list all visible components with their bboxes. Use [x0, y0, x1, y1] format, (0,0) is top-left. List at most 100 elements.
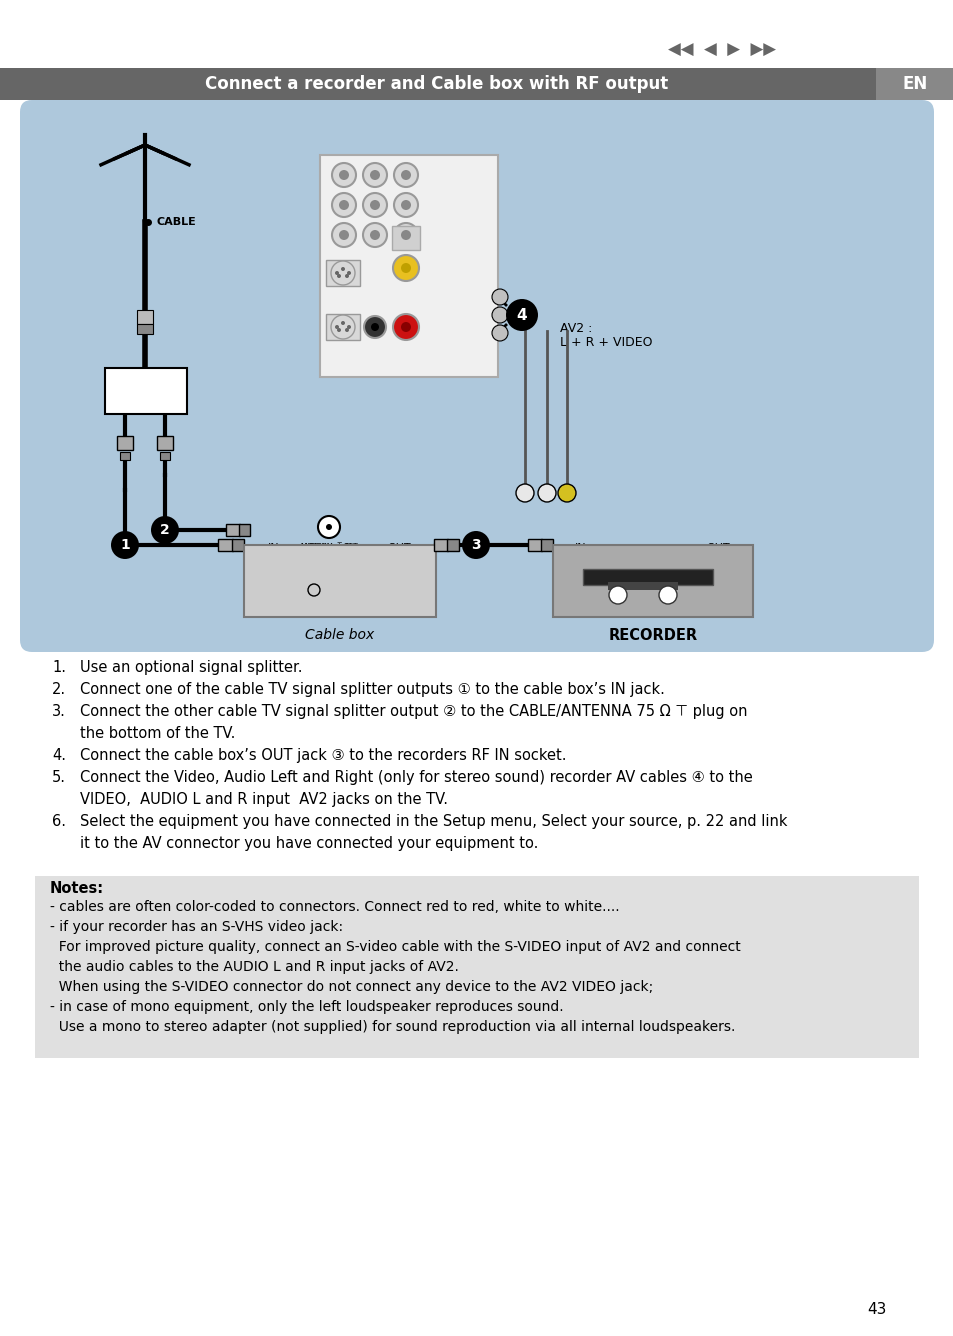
Circle shape — [370, 170, 379, 180]
Bar — [218, 538, 233, 550]
Bar — [447, 538, 458, 550]
Circle shape — [394, 192, 417, 216]
Text: 1.: 1. — [52, 660, 66, 675]
Circle shape — [400, 263, 411, 273]
Text: - in case of mono equipment, only the left loudspeaker reproduces sound.: - in case of mono equipment, only the le… — [50, 1001, 563, 1014]
Circle shape — [363, 192, 387, 216]
Text: AV 3: AV 3 — [371, 251, 388, 259]
Text: Connect the cable box’s OUT jack ③ to the recorders RF IN socket.: Connect the cable box’s OUT jack ③ to th… — [80, 748, 566, 763]
Circle shape — [394, 223, 417, 247]
Circle shape — [394, 163, 417, 187]
Circle shape — [492, 307, 507, 323]
Text: AV1: AV1 — [324, 286, 338, 294]
Bar — [137, 325, 152, 334]
Text: L + R + VIDEO: L + R + VIDEO — [559, 337, 652, 350]
Circle shape — [461, 530, 490, 558]
Circle shape — [363, 163, 387, 187]
Text: VIDEO: VIDEO — [356, 257, 378, 263]
Text: IN: IN — [575, 542, 586, 553]
Circle shape — [608, 587, 626, 604]
Text: Cable box: Cable box — [305, 628, 375, 643]
Text: OUT: OUT — [387, 542, 411, 553]
Circle shape — [317, 516, 339, 538]
Circle shape — [492, 289, 507, 305]
Text: - if your recorder has an S-VHS video jack:: - if your recorder has an S-VHS video ja… — [50, 921, 343, 934]
Text: R: R — [371, 341, 376, 350]
Circle shape — [363, 223, 387, 247]
Circle shape — [393, 255, 418, 281]
Text: L: L — [324, 341, 328, 350]
Circle shape — [347, 325, 351, 329]
Text: S: S — [373, 220, 376, 226]
Bar — [160, 452, 170, 460]
Text: ANTENNA ⊥ 75Ω: ANTENNA ⊥ 75Ω — [299, 542, 358, 549]
Circle shape — [336, 329, 340, 333]
Bar — [120, 452, 130, 460]
Text: S-VIDEO: S-VIDEO — [324, 295, 349, 301]
Bar — [239, 524, 250, 536]
Text: 6.: 6. — [52, 814, 66, 830]
Circle shape — [338, 200, 349, 210]
Text: ◀◀  ◀  ▶  ▶▶: ◀◀ ◀ ▶ ▶▶ — [667, 41, 775, 59]
Circle shape — [111, 530, 139, 558]
Bar — [137, 310, 152, 325]
Bar — [0, 68, 953, 100]
Circle shape — [340, 321, 345, 325]
Circle shape — [345, 329, 349, 333]
Circle shape — [558, 484, 576, 502]
Text: 2: 2 — [160, 522, 170, 537]
Circle shape — [393, 314, 418, 339]
Circle shape — [400, 322, 411, 333]
Circle shape — [332, 163, 355, 187]
Circle shape — [400, 230, 411, 240]
Text: Connect a recorder and Cable box with RF output: Connect a recorder and Cable box with RF… — [205, 75, 668, 94]
Bar — [319, 155, 497, 377]
Bar — [244, 545, 436, 617]
Text: Connect one of the cable TV signal splitter outputs ① to the cable box’s IN jack: Connect one of the cable TV signal split… — [80, 681, 664, 697]
Bar — [434, 538, 448, 550]
Text: 1: 1 — [120, 538, 130, 552]
Bar — [607, 582, 678, 591]
Circle shape — [347, 271, 351, 275]
Text: VIDEO,  AUDIO L and R input  AV2 jacks on the TV.: VIDEO, AUDIO L and R input AV2 jacks on … — [80, 792, 448, 807]
Bar — [582, 569, 712, 585]
Circle shape — [364, 317, 386, 338]
Text: Use a mono to stereo adapter (not supplied) for sound reproduction via all inter: Use a mono to stereo adapter (not suppli… — [50, 1019, 735, 1034]
Text: 4.: 4. — [52, 748, 66, 763]
Bar — [527, 538, 541, 550]
Text: AV2: AV2 — [324, 303, 351, 317]
Text: When using the S-VIDEO connector do not connect any device to the AV2 VIDEO jack: When using the S-VIDEO connector do not … — [50, 981, 653, 994]
Circle shape — [332, 192, 355, 216]
Text: EN: EN — [902, 75, 926, 94]
Bar — [326, 261, 359, 286]
Bar — [105, 367, 187, 414]
Text: 3.: 3. — [52, 704, 66, 719]
Text: it to the AV connector you have connected your equipment to.: it to the AV connector you have connecte… — [80, 836, 537, 851]
Text: H: H — [341, 160, 346, 166]
Text: the bottom of the TV.: the bottom of the TV. — [80, 725, 235, 741]
Circle shape — [335, 271, 338, 275]
Text: L: L — [404, 160, 407, 166]
Bar — [540, 538, 553, 550]
Text: 43: 43 — [866, 1303, 885, 1317]
Text: RECORDER: RECORDER — [608, 628, 697, 643]
Bar — [226, 524, 240, 536]
Bar — [35, 876, 918, 1058]
Text: IN: IN — [268, 542, 279, 553]
Text: Connect the other cable TV signal splitter output ② to the CABLE/ANTENNA 75 Ω ⊤ : Connect the other cable TV signal splitt… — [80, 704, 747, 719]
Circle shape — [338, 170, 349, 180]
Bar — [553, 545, 752, 617]
Circle shape — [492, 325, 507, 341]
Circle shape — [331, 261, 355, 285]
Circle shape — [151, 516, 179, 544]
Text: 2.: 2. — [52, 681, 66, 697]
Bar — [157, 436, 172, 450]
Text: Select the equipment you have connected in the Setup menu, Select your source, p: Select the equipment you have connected … — [80, 814, 786, 830]
Circle shape — [332, 223, 355, 247]
Text: S-VIDEO: S-VIDEO — [344, 307, 372, 313]
Text: Y: Y — [342, 191, 346, 195]
Text: SIGNAL: SIGNAL — [130, 382, 162, 391]
Text: 4: 4 — [517, 307, 527, 322]
Text: CABLE: CABLE — [157, 216, 196, 227]
Bar — [875, 68, 953, 100]
